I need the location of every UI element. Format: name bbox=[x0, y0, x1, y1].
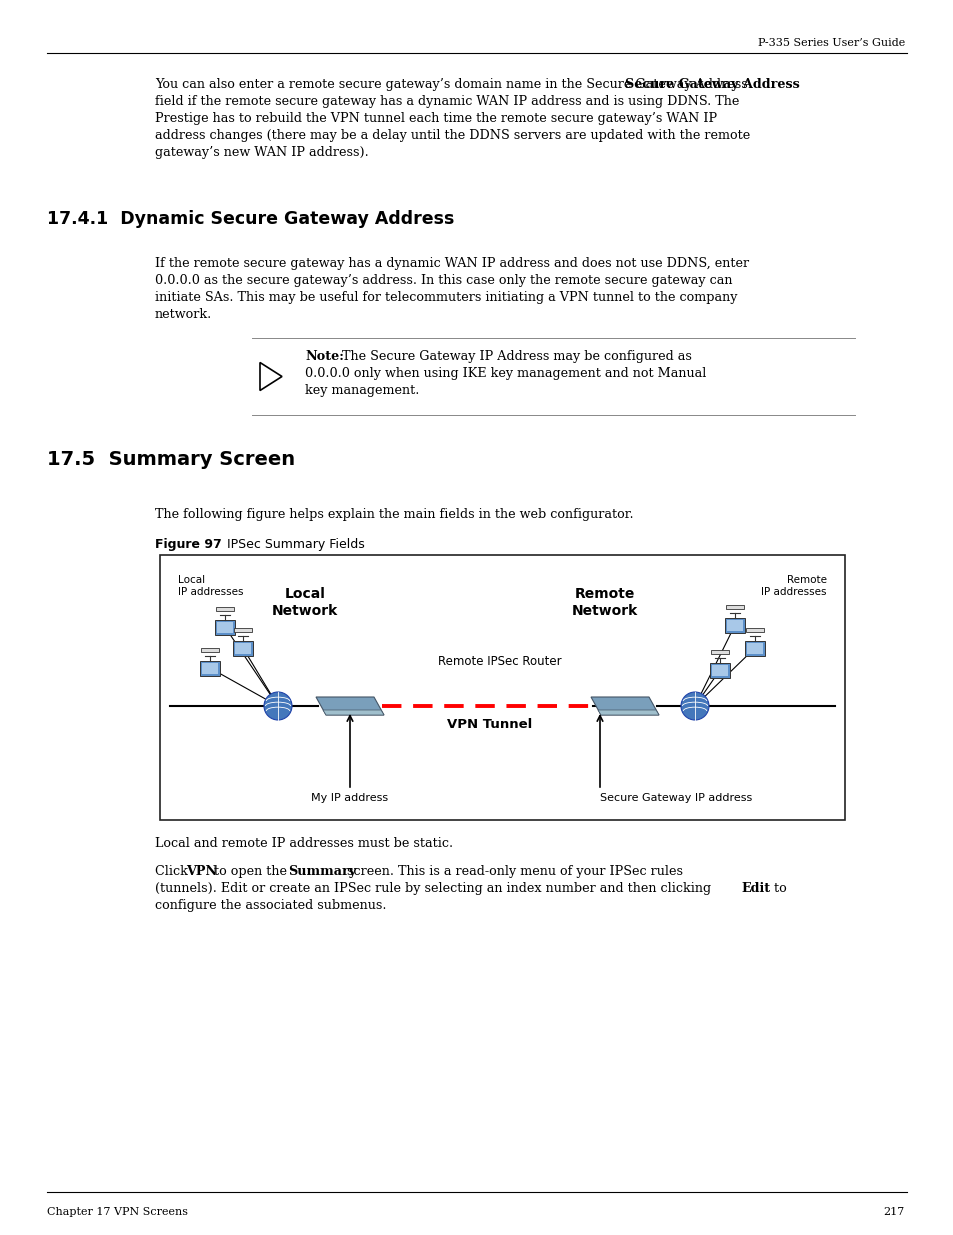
Polygon shape bbox=[260, 363, 282, 390]
Text: key management.: key management. bbox=[305, 384, 419, 396]
Text: Remote
Network: Remote Network bbox=[571, 587, 638, 619]
Text: The Secure Gateway IP Address may be configured as: The Secure Gateway IP Address may be con… bbox=[337, 350, 691, 363]
Polygon shape bbox=[323, 710, 384, 715]
Text: Summary: Summary bbox=[288, 864, 355, 878]
Bar bbox=[726, 620, 742, 631]
Text: P-335 Series User’s Guide: P-335 Series User’s Guide bbox=[757, 38, 904, 48]
Polygon shape bbox=[598, 710, 659, 715]
Text: gateway’s new WAN IP address).: gateway’s new WAN IP address). bbox=[154, 146, 369, 159]
Text: initiate SAs. This may be useful for telecommuters initiating a VPN tunnel to th: initiate SAs. This may be useful for tel… bbox=[154, 291, 737, 304]
Text: 217: 217 bbox=[882, 1207, 904, 1216]
Text: You can also enter a remote secure gateway’s domain name in the Secure Gateway A: You can also enter a remote secure gatew… bbox=[154, 78, 747, 91]
Text: field if the remote secure gateway has a dynamic WAN IP address and is using DDN: field if the remote secure gateway has a… bbox=[154, 95, 739, 107]
Text: 0.0.0.0 as the secure gateway’s address. In this case only the remote secure gat: 0.0.0.0 as the secure gateway’s address.… bbox=[154, 274, 732, 287]
Bar bbox=[745, 627, 763, 631]
Bar bbox=[709, 662, 729, 678]
Text: 17.4.1  Dynamic Secure Gateway Address: 17.4.1 Dynamic Secure Gateway Address bbox=[47, 210, 454, 228]
Text: Local
Network: Local Network bbox=[272, 587, 337, 619]
Text: Local
IP addresses: Local IP addresses bbox=[178, 576, 243, 598]
Bar bbox=[234, 642, 251, 653]
Bar bbox=[200, 661, 220, 676]
Bar bbox=[233, 627, 252, 631]
Text: VPN Tunnel: VPN Tunnel bbox=[447, 718, 532, 731]
Bar bbox=[710, 650, 728, 653]
Bar bbox=[215, 606, 233, 610]
Text: Figure 97: Figure 97 bbox=[154, 538, 221, 551]
Text: IPSec Summary Fields: IPSec Summary Fields bbox=[214, 538, 364, 551]
Bar bbox=[233, 641, 253, 656]
Text: Prestige has to rebuild the VPN tunnel each time the remote secure gateway’s WAN: Prestige has to rebuild the VPN tunnel e… bbox=[154, 112, 717, 125]
Text: VPN: VPN bbox=[186, 864, 217, 878]
Bar bbox=[744, 641, 764, 656]
Bar bbox=[724, 618, 744, 632]
Text: configure the associated submenus.: configure the associated submenus. bbox=[154, 899, 386, 911]
Bar bbox=[160, 555, 844, 820]
Circle shape bbox=[680, 692, 708, 720]
Text: network.: network. bbox=[154, 308, 212, 321]
Text: Remote
IP addresses: Remote IP addresses bbox=[760, 576, 826, 598]
Bar bbox=[711, 664, 727, 676]
Bar bbox=[202, 662, 218, 673]
Text: The following figure helps explain the main fields in the web configurator.: The following figure helps explain the m… bbox=[154, 508, 633, 521]
Bar bbox=[725, 604, 743, 609]
Bar bbox=[214, 620, 234, 635]
Polygon shape bbox=[590, 697, 659, 715]
Bar bbox=[201, 647, 219, 652]
Text: to: to bbox=[769, 882, 786, 895]
Text: address changes (there may be a delay until the DDNS servers are updated with th: address changes (there may be a delay un… bbox=[154, 128, 749, 142]
Text: Secure Gateway IP address: Secure Gateway IP address bbox=[599, 793, 752, 803]
Text: to open the: to open the bbox=[210, 864, 291, 878]
Text: Secure Gateway Address: Secure Gateway Address bbox=[624, 78, 799, 91]
Text: If the remote secure gateway has a dynamic WAN IP address and does not use DDNS,: If the remote secure gateway has a dynam… bbox=[154, 257, 748, 270]
Polygon shape bbox=[315, 697, 384, 715]
Text: screen. This is a read-only menu of your IPSec rules: screen. This is a read-only menu of your… bbox=[343, 864, 682, 878]
Text: Click: Click bbox=[154, 864, 192, 878]
Text: Remote IPSec Router: Remote IPSec Router bbox=[437, 655, 561, 668]
Bar bbox=[216, 621, 233, 632]
Text: Local and remote IP addresses must be static.: Local and remote IP addresses must be st… bbox=[154, 837, 453, 850]
Text: Edit: Edit bbox=[740, 882, 769, 895]
Text: Note:: Note: bbox=[305, 350, 343, 363]
Circle shape bbox=[264, 692, 292, 720]
Bar bbox=[746, 642, 762, 653]
Text: 0.0.0.0 only when using IKE key management and not Manual: 0.0.0.0 only when using IKE key manageme… bbox=[305, 367, 705, 380]
Text: Chapter 17 VPN Screens: Chapter 17 VPN Screens bbox=[47, 1207, 188, 1216]
Text: 17.5  Summary Screen: 17.5 Summary Screen bbox=[47, 450, 294, 469]
Text: (tunnels). Edit or create an IPSec rule by selecting an index number and then cl: (tunnels). Edit or create an IPSec rule … bbox=[154, 882, 715, 895]
Text: My IP address: My IP address bbox=[311, 793, 388, 803]
